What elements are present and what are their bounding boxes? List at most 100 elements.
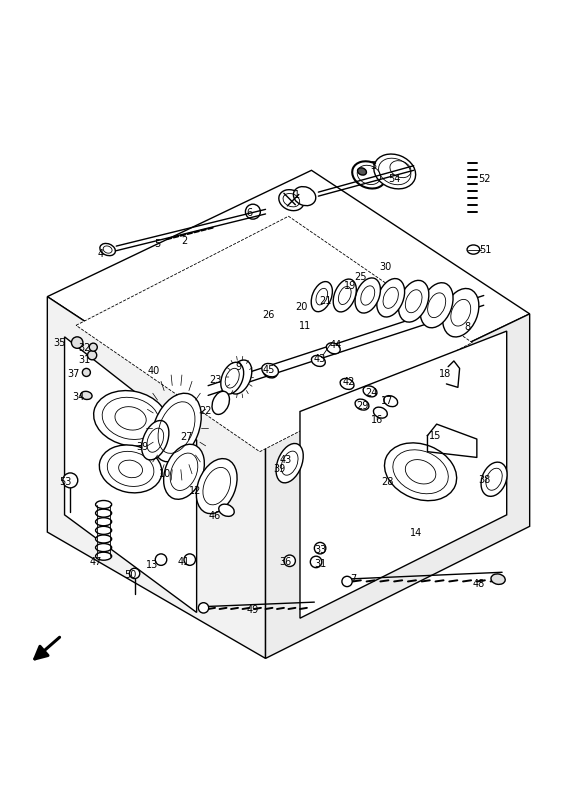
- Text: 38: 38: [479, 475, 491, 486]
- Ellipse shape: [420, 282, 453, 328]
- Ellipse shape: [96, 526, 111, 534]
- Ellipse shape: [142, 421, 169, 460]
- Text: 5: 5: [155, 239, 161, 249]
- Text: 37: 37: [67, 369, 80, 379]
- Circle shape: [63, 473, 78, 488]
- Text: 11: 11: [298, 322, 310, 331]
- Text: 21: 21: [320, 296, 332, 306]
- Text: 20: 20: [295, 302, 308, 312]
- Ellipse shape: [99, 445, 162, 493]
- Ellipse shape: [355, 278, 380, 313]
- Polygon shape: [300, 331, 507, 618]
- Ellipse shape: [358, 168, 366, 175]
- Circle shape: [83, 369, 91, 377]
- Text: 30: 30: [379, 262, 391, 272]
- Ellipse shape: [96, 543, 111, 551]
- Text: 35: 35: [54, 338, 66, 347]
- Ellipse shape: [100, 243, 115, 256]
- Ellipse shape: [311, 282, 332, 312]
- Text: 17: 17: [381, 396, 394, 406]
- Ellipse shape: [279, 190, 304, 210]
- Ellipse shape: [276, 443, 304, 483]
- Ellipse shape: [152, 394, 201, 462]
- Ellipse shape: [312, 355, 325, 366]
- Text: 39: 39: [136, 442, 148, 452]
- Text: 19: 19: [344, 282, 357, 291]
- Ellipse shape: [96, 509, 111, 517]
- Ellipse shape: [334, 279, 357, 312]
- Text: 45: 45: [262, 365, 275, 375]
- Ellipse shape: [96, 501, 111, 509]
- Text: 42: 42: [343, 377, 355, 386]
- Circle shape: [284, 555, 295, 566]
- Text: 26: 26: [262, 310, 275, 320]
- Polygon shape: [265, 314, 530, 658]
- Text: 50: 50: [125, 570, 137, 580]
- Ellipse shape: [384, 396, 398, 406]
- Ellipse shape: [363, 386, 377, 397]
- Circle shape: [88, 350, 97, 360]
- Polygon shape: [47, 170, 530, 440]
- Text: 48: 48: [473, 578, 485, 589]
- Text: 1: 1: [294, 190, 300, 200]
- Ellipse shape: [443, 289, 479, 337]
- Text: 10: 10: [159, 469, 171, 478]
- Text: 29: 29: [356, 401, 368, 410]
- Ellipse shape: [467, 245, 479, 254]
- Text: 2: 2: [181, 236, 187, 246]
- Polygon shape: [47, 297, 265, 658]
- Text: 49: 49: [247, 605, 259, 614]
- Text: 14: 14: [410, 528, 422, 538]
- Polygon shape: [76, 216, 472, 452]
- Ellipse shape: [96, 535, 111, 543]
- Text: 25: 25: [354, 271, 366, 282]
- Ellipse shape: [355, 399, 369, 410]
- Text: 27: 27: [180, 432, 193, 442]
- Ellipse shape: [227, 360, 252, 394]
- Ellipse shape: [196, 458, 237, 514]
- Text: .com: .com: [276, 431, 324, 449]
- Text: 41: 41: [178, 557, 190, 567]
- Text: FICHE
EXPLOSEE: FICHE EXPLOSEE: [166, 382, 388, 464]
- Circle shape: [198, 602, 209, 613]
- Text: 18: 18: [439, 369, 451, 379]
- Text: 7: 7: [350, 574, 356, 584]
- Text: 31: 31: [314, 558, 326, 569]
- Text: 44: 44: [329, 341, 342, 350]
- Text: 51: 51: [479, 245, 491, 254]
- Text: 40: 40: [148, 366, 160, 376]
- Circle shape: [184, 554, 196, 566]
- Ellipse shape: [93, 390, 167, 446]
- Ellipse shape: [340, 378, 354, 390]
- Ellipse shape: [373, 407, 387, 418]
- Circle shape: [310, 556, 322, 568]
- Text: 34: 34: [73, 392, 85, 402]
- Ellipse shape: [263, 367, 277, 378]
- Text: 36: 36: [279, 557, 292, 567]
- Text: 52: 52: [479, 174, 491, 184]
- Text: 24: 24: [366, 388, 378, 398]
- Text: 8: 8: [464, 322, 471, 332]
- Text: 54: 54: [388, 174, 401, 184]
- Text: 15: 15: [429, 430, 441, 441]
- Ellipse shape: [96, 552, 111, 560]
- Text: 47: 47: [90, 557, 102, 567]
- Text: 28: 28: [381, 477, 394, 486]
- Ellipse shape: [352, 162, 385, 189]
- Text: 33: 33: [314, 546, 326, 555]
- Ellipse shape: [293, 186, 316, 206]
- Ellipse shape: [96, 518, 111, 526]
- Ellipse shape: [81, 391, 92, 399]
- Circle shape: [155, 554, 167, 566]
- Ellipse shape: [327, 343, 340, 354]
- Text: 12: 12: [189, 486, 202, 496]
- Text: 4: 4: [97, 249, 103, 258]
- Text: 31: 31: [78, 355, 91, 365]
- Circle shape: [72, 337, 83, 348]
- Ellipse shape: [262, 363, 279, 377]
- Circle shape: [89, 343, 98, 351]
- Ellipse shape: [219, 504, 234, 516]
- Ellipse shape: [377, 278, 404, 317]
- Text: 3: 3: [370, 162, 377, 171]
- Ellipse shape: [491, 574, 505, 584]
